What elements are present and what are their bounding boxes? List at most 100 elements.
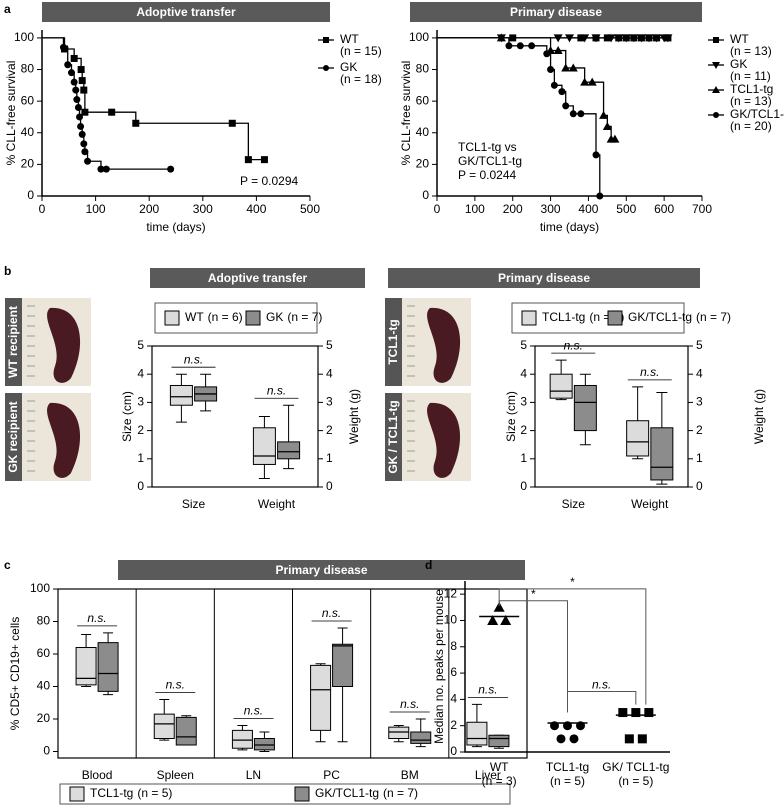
photo-label-bar xyxy=(385,298,402,386)
marker xyxy=(577,110,585,118)
legend-label: WT xyxy=(340,32,359,46)
y-tick-label: 3 xyxy=(137,395,144,409)
y-tick-label: 8 xyxy=(450,639,457,653)
marker xyxy=(323,65,329,71)
step-line xyxy=(573,67,586,83)
header-title: Primary disease xyxy=(498,271,590,285)
x-tick-label: 500 xyxy=(300,202,320,216)
legend-label: WT xyxy=(185,310,204,324)
y-tick-label: 2 xyxy=(326,423,333,437)
x-tick-n: (n = 3) xyxy=(482,774,517,788)
marker xyxy=(77,122,85,130)
legend-label: GK/TCL1-tg xyxy=(730,107,784,121)
legend-label: GK xyxy=(340,60,357,74)
annotation: P = 0.0294 xyxy=(240,174,298,188)
legend-swatch xyxy=(245,310,261,326)
annotation: n.s. xyxy=(478,683,497,697)
y-axis-label: Size (cm) xyxy=(504,391,518,442)
y-tick-label: 2 xyxy=(137,423,144,437)
x-tick-label: 100 xyxy=(86,202,106,216)
box xyxy=(253,738,275,751)
y-tick-label: 0 xyxy=(326,479,333,493)
marker xyxy=(132,119,140,127)
marker xyxy=(606,34,616,43)
marker xyxy=(547,66,555,74)
annotation: GK/TCL1-tg xyxy=(458,154,522,168)
legend-label: TCL1-tg xyxy=(90,786,133,800)
legend-label: GK xyxy=(266,310,283,324)
bracket xyxy=(498,600,568,713)
marker xyxy=(78,77,86,85)
y2-axis-label: Weight (g) xyxy=(347,389,361,444)
marker xyxy=(592,151,600,159)
x-tick-label: Size xyxy=(562,497,586,511)
box xyxy=(332,643,354,687)
y-tick-label: 80 xyxy=(37,614,51,628)
y-tick-label: 0 xyxy=(27,188,34,202)
marker xyxy=(505,42,513,50)
legend-box xyxy=(59,783,511,805)
marker xyxy=(663,34,673,43)
marker xyxy=(569,110,577,118)
step-line xyxy=(111,111,137,124)
y-tick-label: 20 xyxy=(416,157,430,171)
header-bar xyxy=(388,268,700,288)
y-tick-label: 2 xyxy=(450,718,457,732)
annotation: n.s. xyxy=(244,704,263,718)
x-tick-label: WT xyxy=(490,760,509,774)
legend-n: (n = 5) xyxy=(137,786,172,800)
marker xyxy=(644,34,654,43)
box xyxy=(410,731,432,744)
y-tick-label: 4 xyxy=(137,366,144,380)
marker xyxy=(97,165,105,173)
header-bar xyxy=(410,2,702,22)
marker xyxy=(73,96,81,104)
box xyxy=(650,427,674,481)
y-tick-label: 1 xyxy=(137,451,144,465)
marker xyxy=(562,102,570,110)
step-line xyxy=(232,122,250,160)
legend-n: (n = 15) xyxy=(340,44,382,58)
y-tick-label: 80 xyxy=(416,62,430,76)
bracket-label: * xyxy=(531,587,536,601)
y-tick-label: 5 xyxy=(696,338,703,352)
spleen xyxy=(427,307,461,383)
legend-swatch xyxy=(69,786,85,802)
y-tick-label: 5 xyxy=(326,338,333,352)
marker xyxy=(713,37,719,43)
x-tick-label: 300 xyxy=(193,202,213,216)
y-tick-label: 0 xyxy=(137,479,144,493)
y-tick-label: 1 xyxy=(696,451,703,465)
legend-label: GK/TCL1-tg xyxy=(628,310,692,324)
legend-n: (n = 18) xyxy=(340,72,382,86)
panel-letter: c xyxy=(4,558,11,572)
y-tick-label: 5 xyxy=(520,338,527,352)
x-tick-label: Weight xyxy=(631,497,669,511)
x-tick-label: 400 xyxy=(246,202,266,216)
marker xyxy=(556,734,566,744)
y-axis-label: % CLL-free survival xyxy=(399,61,413,166)
x-tick-label: 700 xyxy=(692,202,712,216)
legend-label: GK xyxy=(730,57,747,71)
box xyxy=(573,384,597,432)
marker xyxy=(72,86,80,94)
marker xyxy=(516,42,524,50)
marker xyxy=(59,43,67,51)
annotation: n.s. xyxy=(400,697,419,711)
x-tick-n: (n = 5) xyxy=(618,774,653,788)
x-tick-label: 100 xyxy=(465,202,485,216)
annotation: P = 0.0244 xyxy=(458,168,516,182)
y-tick-label: 5 xyxy=(137,338,144,352)
plot-frame xyxy=(534,345,689,488)
y-tick-label: 0 xyxy=(696,479,703,493)
box xyxy=(75,647,97,686)
x-tick-label: GK/ TCL1-tg xyxy=(602,760,669,774)
y-axis-label: Size (cm) xyxy=(120,391,134,442)
marker xyxy=(565,34,574,43)
y-tick-label: 60 xyxy=(21,93,35,107)
spleen xyxy=(427,402,461,478)
marker xyxy=(80,86,88,94)
marker xyxy=(580,34,590,43)
marker xyxy=(644,708,654,718)
annotation: n.s. xyxy=(322,606,341,620)
